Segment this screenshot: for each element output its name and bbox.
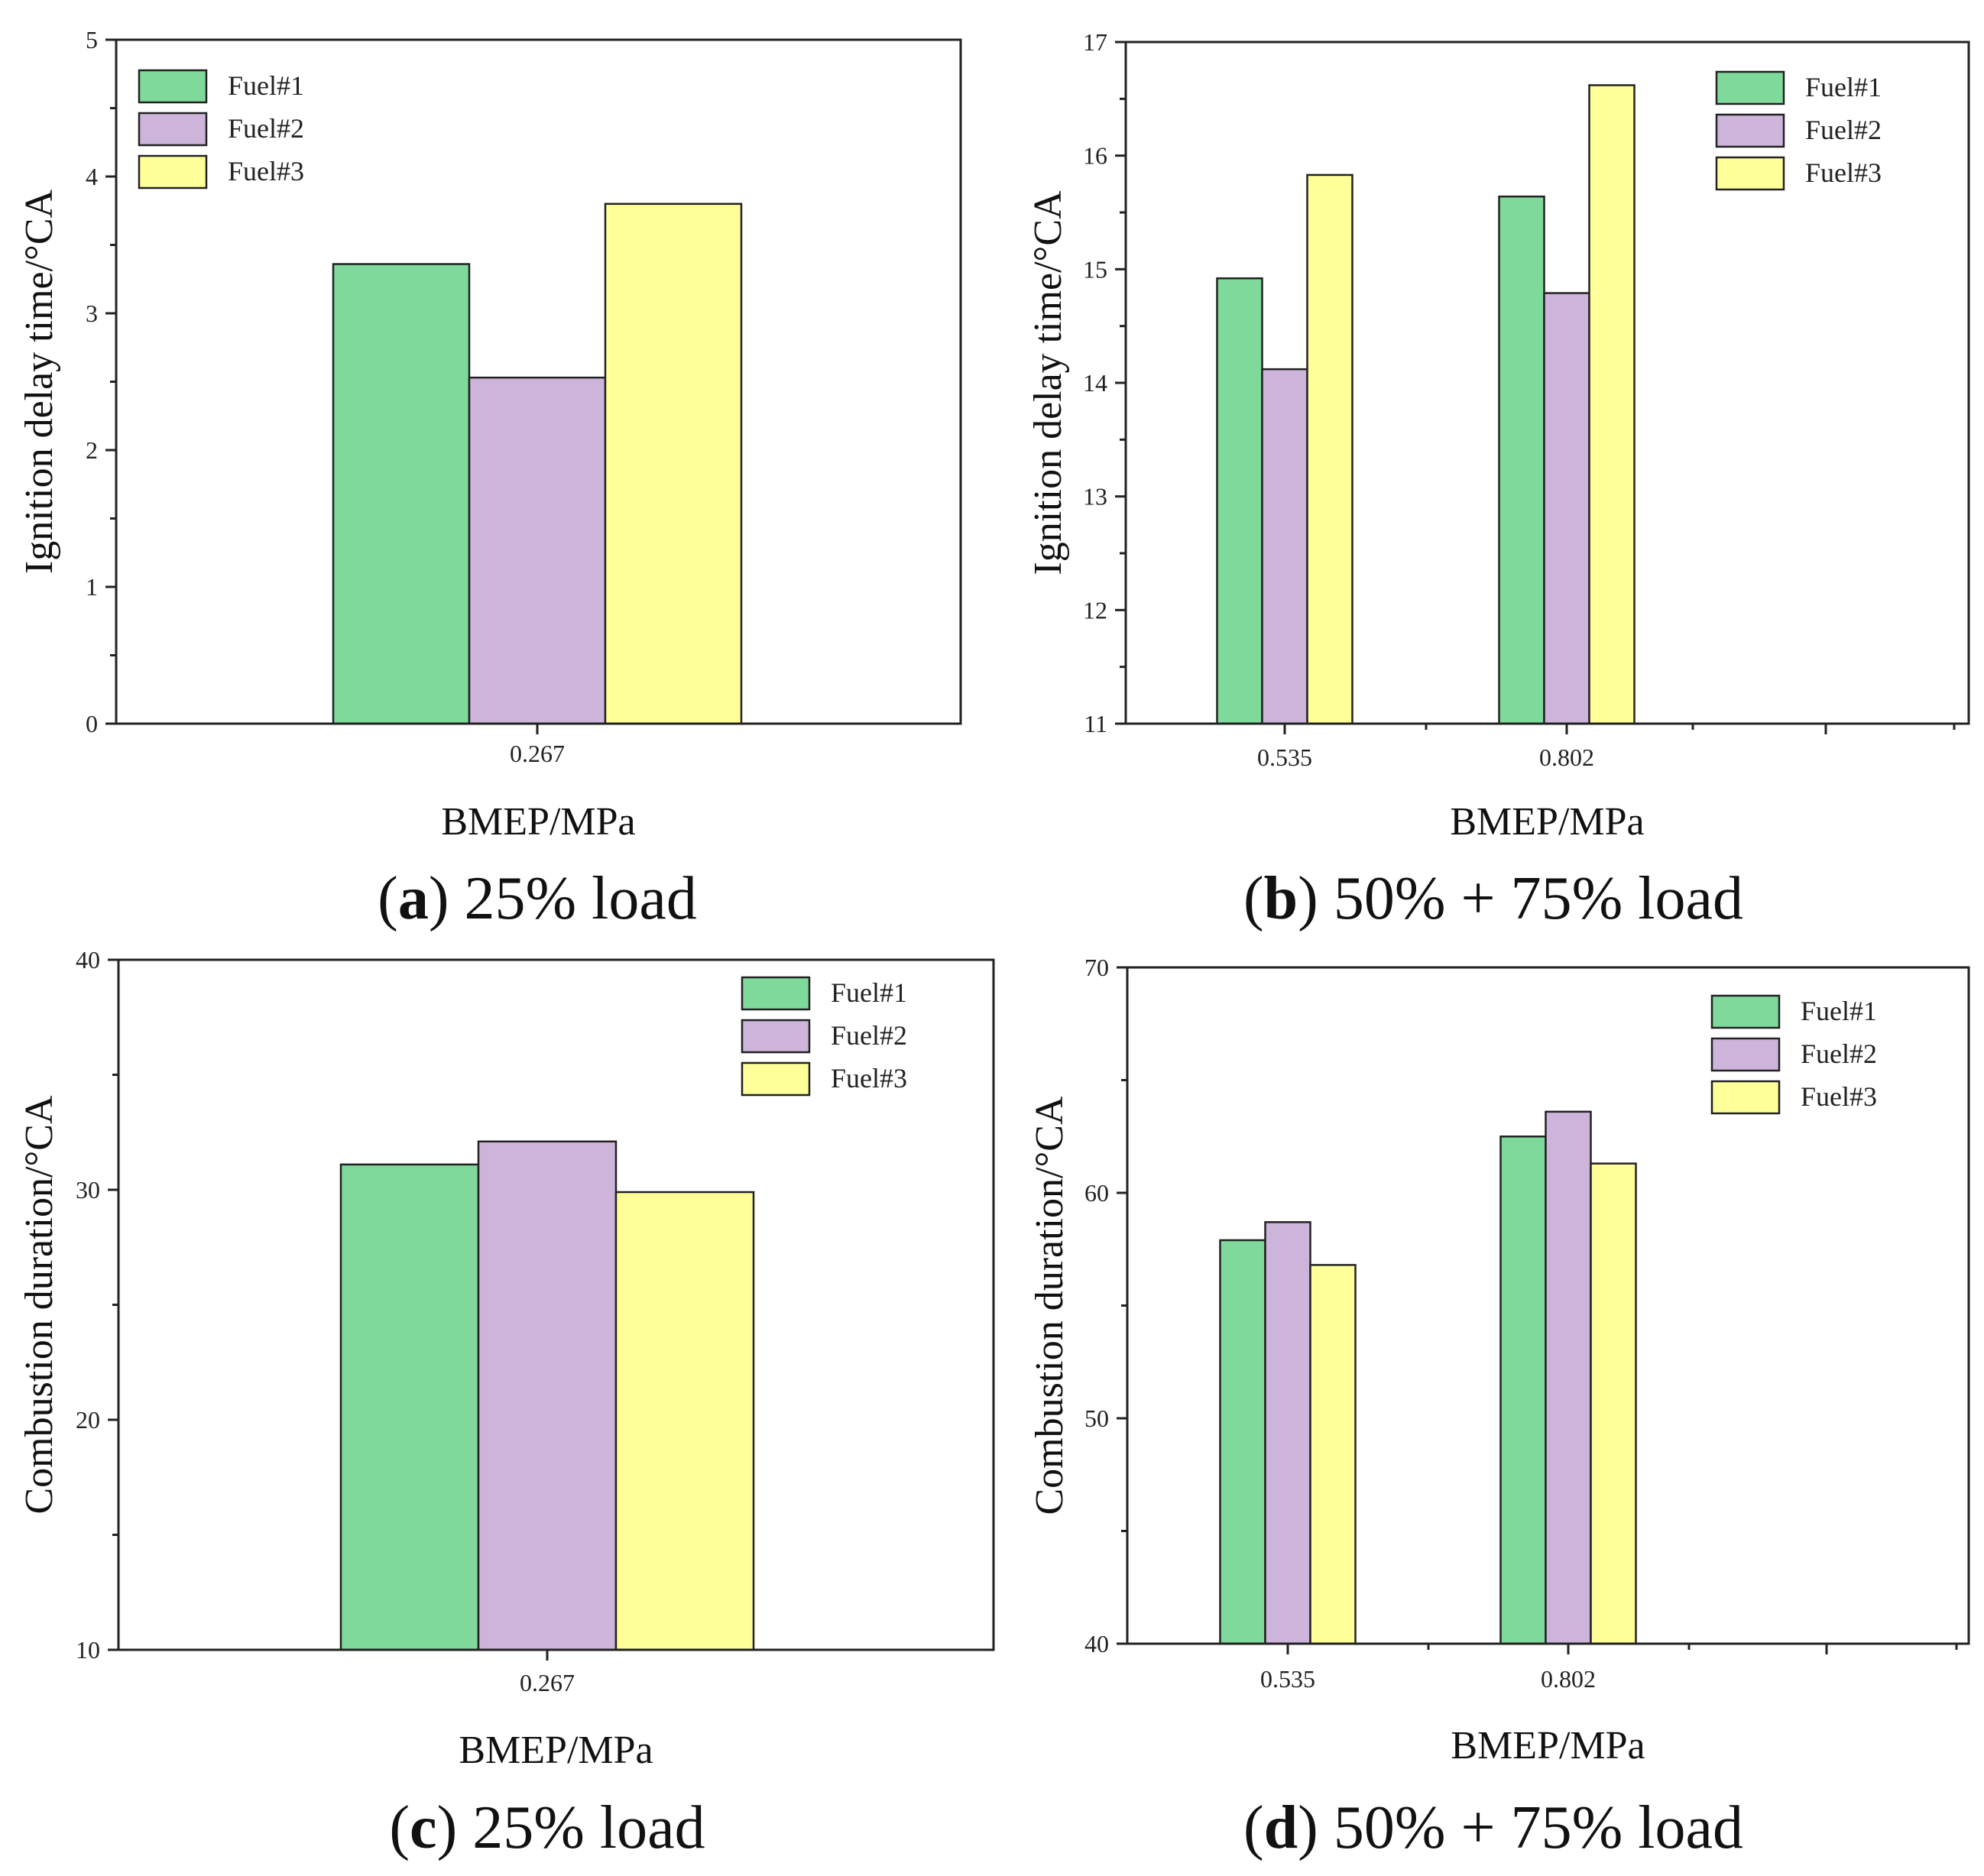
bar-b-Fuel2-0.802 bbox=[1543, 292, 1590, 725]
chart-panel-a: 0 1 2 3 4 5 0.267 BMEP/MPa Ignition delay time/°… bbox=[18, 26, 962, 932]
bar-d-Fuel2-0.535 bbox=[1264, 1221, 1311, 1645]
y-tick-label: 12 bbox=[1083, 596, 1107, 624]
y-tick-label: 5 bbox=[86, 26, 98, 53]
y-tick-label: 20 bbox=[76, 1406, 100, 1434]
y-tick-label: 40 bbox=[1084, 1630, 1109, 1657]
legend-label-Fuel2: Fuel#2 bbox=[228, 113, 304, 144]
chart-panel-b: 11 12 13 14 15 16 17 0.535 0.802 BMEP/MPa Ignition… bbox=[1026, 28, 1970, 932]
bar-d-Fuel3-0.802 bbox=[1590, 1162, 1637, 1645]
y-tick-label: 11 bbox=[1084, 710, 1107, 737]
bar-b-Fuel2-0.535 bbox=[1261, 368, 1308, 725]
y-tick-label: 2 bbox=[86, 436, 98, 464]
bar-c-Fuel1-0.267 bbox=[339, 1163, 480, 1651]
x-axis-title: BMEP/MPa bbox=[459, 1729, 653, 1772]
y-axis-title: Ignition delay time/°CA bbox=[18, 189, 61, 574]
y-tick-label: 70 bbox=[1084, 954, 1109, 981]
legend-swatch-Fuel2 bbox=[138, 112, 208, 147]
bar-a-Fuel3-0.267 bbox=[604, 203, 743, 725]
x-axis-title: BMEP/MPa bbox=[1451, 1724, 1645, 1767]
panel-caption: (b) 50% + 75% load bbox=[1243, 865, 1743, 932]
legend-label-Fuel3: Fuel#3 bbox=[1801, 1081, 1877, 1112]
y-tick-label: 0 bbox=[86, 710, 98, 737]
y-tick-label: 30 bbox=[76, 1176, 100, 1204]
x-tick-label: 0.802 bbox=[1539, 744, 1594, 771]
bar-b-Fuel3-0.535 bbox=[1306, 173, 1353, 725]
y-axis-title: Ignition delay time/°CA bbox=[1026, 190, 1070, 575]
legend-swatch-Fuel3 bbox=[1710, 1080, 1781, 1115]
y-tick-label: 60 bbox=[1084, 1179, 1109, 1207]
y-tick-label: 13 bbox=[1083, 483, 1107, 510]
legend-swatch-Fuel2 bbox=[1715, 113, 1785, 148]
bar-d-Fuel1-0.535 bbox=[1219, 1239, 1266, 1645]
legend-swatch-Fuel3 bbox=[741, 1061, 811, 1097]
y-tick-label: 16 bbox=[1083, 142, 1107, 170]
chart-panel-d: 40 50 60 70 0.535 0.802 BMEP/MPa Combustion dur… bbox=[1028, 954, 1970, 1861]
legend-label-Fuel2: Fuel#2 bbox=[1801, 1038, 1877, 1069]
legend-label-Fuel3: Fuel#3 bbox=[1805, 157, 1882, 188]
legend-swatch-Fuel2 bbox=[1710, 1037, 1781, 1072]
chart-panel-c: 10 20 30 40 0.267 BMEP/MPa Combustion duration… bbox=[18, 946, 995, 1861]
legend-label-Fuel1: Fuel#1 bbox=[1801, 996, 1877, 1026]
y-tick-label: 40 bbox=[76, 946, 100, 974]
panel-caption: (c) 25% load bbox=[389, 1794, 705, 1861]
bar-d-Fuel1-0.802 bbox=[1499, 1136, 1547, 1645]
legend-swatch-Fuel1 bbox=[741, 976, 811, 1011]
y-tick-label: 1 bbox=[86, 573, 98, 601]
bar-b-Fuel1-0.535 bbox=[1216, 277, 1263, 725]
x-axis-title: BMEP/MPa bbox=[441, 800, 635, 844]
bar-b-Fuel1-0.802 bbox=[1498, 195, 1545, 725]
x-tick-label: 0.535 bbox=[1257, 744, 1312, 771]
bar-c-Fuel2-0.267 bbox=[477, 1140, 618, 1651]
x-tick-label: 0.267 bbox=[510, 740, 565, 767]
legend-swatch-Fuel1 bbox=[1710, 994, 1781, 1029]
bar-d-Fuel2-0.802 bbox=[1545, 1110, 1592, 1645]
panel-caption: (a) 25% load bbox=[378, 865, 697, 932]
y-axis-title: Combustion duration/°CA bbox=[18, 1095, 61, 1514]
legend-label-Fuel3: Fuel#3 bbox=[228, 156, 304, 186]
legend-swatch-Fuel1 bbox=[138, 69, 208, 104]
y-tick-label: 15 bbox=[1083, 255, 1107, 283]
legend-label-Fuel1: Fuel#1 bbox=[831, 977, 907, 1008]
y-axis-title: Combustion duration/°CA bbox=[1028, 1096, 1071, 1515]
legend-label-Fuel3: Fuel#3 bbox=[831, 1063, 907, 1094]
y-tick-label: 10 bbox=[76, 1636, 100, 1664]
bar-b-Fuel3-0.802 bbox=[1588, 84, 1636, 725]
y-tick-label: 17 bbox=[1083, 28, 1107, 56]
legend-label-Fuel2: Fuel#2 bbox=[1805, 115, 1882, 145]
x-tick-label: 0.535 bbox=[1260, 1665, 1315, 1693]
y-tick-label: 14 bbox=[1083, 369, 1107, 397]
y-tick-label: 3 bbox=[86, 300, 98, 327]
legend-swatch-Fuel1 bbox=[1715, 70, 1785, 105]
legend-label-Fuel1: Fuel#1 bbox=[1805, 72, 1882, 102]
y-tick-label: 50 bbox=[1084, 1405, 1109, 1432]
x-tick-label: 0.802 bbox=[1541, 1665, 1596, 1693]
legend-swatch-Fuel3 bbox=[1715, 156, 1785, 191]
y-tick-label: 4 bbox=[86, 163, 98, 190]
bar-a-Fuel1-0.267 bbox=[332, 263, 471, 725]
bar-d-Fuel3-0.535 bbox=[1309, 1264, 1357, 1645]
legend-label-Fuel1: Fuel#1 bbox=[228, 70, 304, 101]
panel-caption: (d) 50% + 75% load bbox=[1243, 1794, 1743, 1861]
bar-a-Fuel2-0.267 bbox=[468, 376, 607, 725]
x-axis-title: BMEP/MPa bbox=[1450, 800, 1644, 844]
legend-label-Fuel2: Fuel#2 bbox=[831, 1020, 907, 1051]
legend-swatch-Fuel2 bbox=[741, 1019, 811, 1054]
legend-swatch-Fuel3 bbox=[138, 154, 208, 190]
x-tick-label: 0.267 bbox=[520, 1669, 575, 1696]
bar-c-Fuel3-0.267 bbox=[614, 1191, 755, 1651]
